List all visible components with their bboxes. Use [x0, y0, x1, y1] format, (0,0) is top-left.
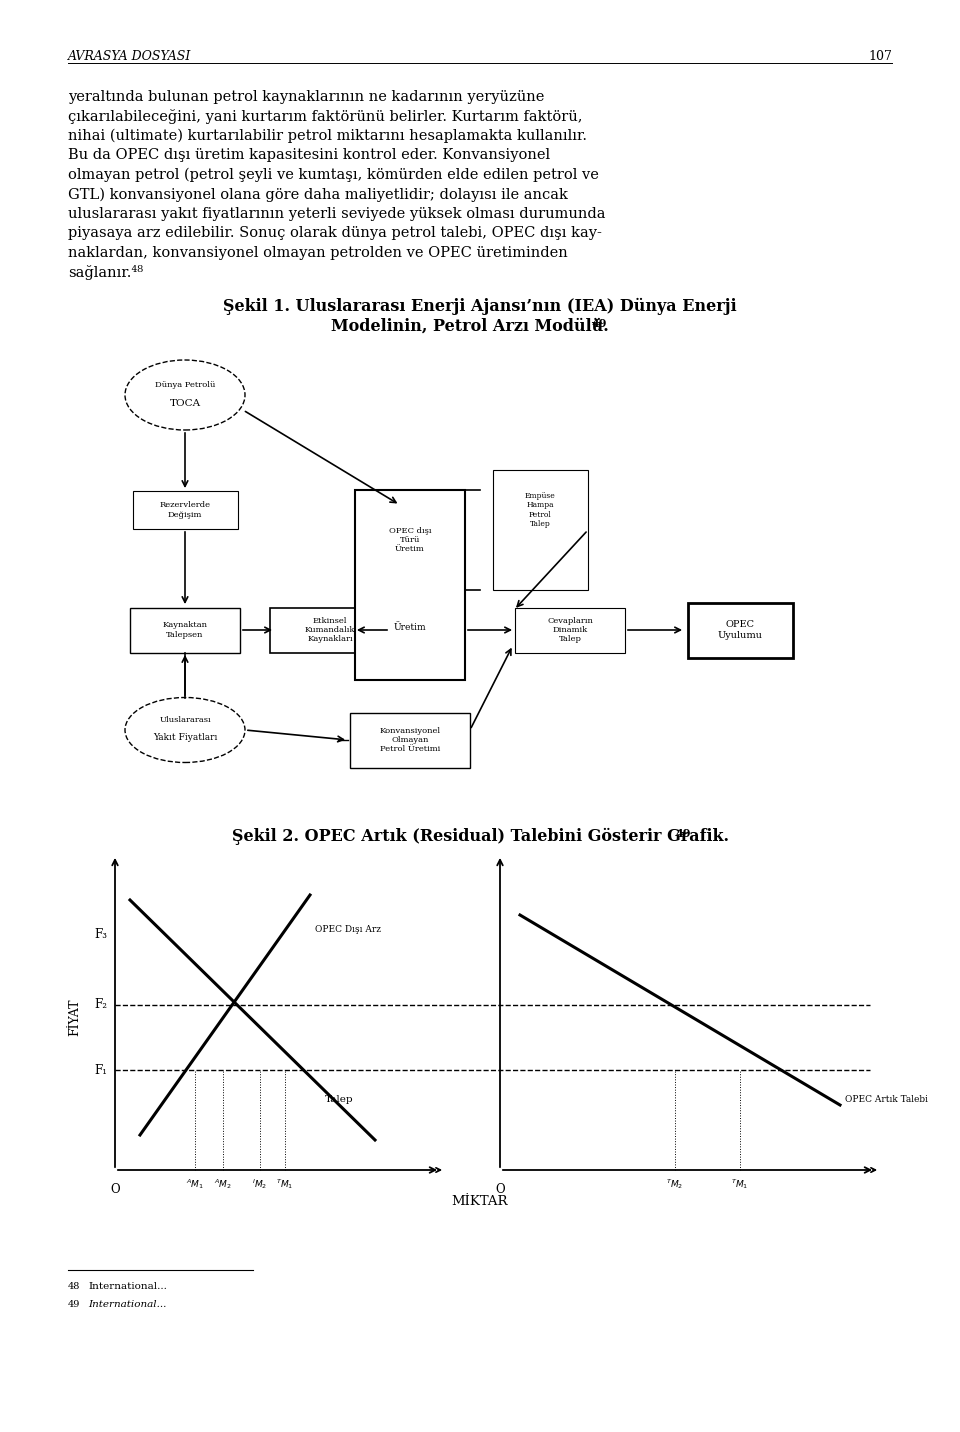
Text: Şekil 2. OPEC Artık (Residual) Talebini Gösterir Grafik.: Şekil 2. OPEC Artık (Residual) Talebini …: [231, 828, 729, 845]
Text: GTL) konvansiyonel olana göre daha maliyetlidir; dolayısı ile ancak: GTL) konvansiyonel olana göre daha maliy…: [68, 188, 568, 202]
Text: Yakıt Fiyatları: Yakıt Fiyatları: [153, 733, 217, 743]
Text: $^AM_1$: $^AM_1$: [186, 1177, 204, 1191]
Text: 49: 49: [675, 828, 690, 839]
Bar: [355, 490, 465, 680]
Text: $^TM_2$: $^TM_2$: [666, 1177, 684, 1191]
Text: Talep: Talep: [325, 1095, 353, 1104]
Text: Cevapların
Dinamik
Talep: Cevapların Dinamik Talep: [547, 617, 593, 643]
Bar: [515, 607, 625, 653]
Bar: [687, 603, 793, 657]
Text: $^IM_2$: $^IM_2$: [252, 1177, 268, 1191]
Text: Rezervlerde
Değişim: Rezervlerde Değişim: [159, 501, 210, 518]
Text: Konvansiyonel
Olmayan
Petrol Üretimi: Konvansiyonel Olmayan Petrol Üretimi: [379, 727, 441, 753]
Text: MİKTAR: MİKTAR: [452, 1194, 508, 1209]
Text: 107: 107: [868, 50, 892, 63]
Text: 49: 49: [68, 1300, 81, 1309]
Text: TOCA: TOCA: [169, 398, 201, 408]
Text: olmayan petrol (petrol şeyli ve kumtaşı, kömürden elde edilen petrol ve: olmayan petrol (petrol şeyli ve kumtaşı,…: [68, 168, 599, 182]
Text: F₃: F₃: [94, 928, 107, 941]
Text: Üretim: Üretim: [394, 623, 426, 633]
Text: AVRASYA DOSYASI: AVRASYA DOSYASI: [68, 50, 191, 63]
Text: 49: 49: [592, 318, 608, 329]
Text: F₁: F₁: [94, 1064, 107, 1077]
Text: 48: 48: [68, 1282, 81, 1292]
Text: OPEC Artık Talebi: OPEC Artık Talebi: [845, 1095, 928, 1104]
Text: International...: International...: [88, 1282, 167, 1292]
Bar: [492, 470, 588, 590]
Text: Bu da OPEC dışı üretim kapasitesini kontrol eder. Konvansiyonel: Bu da OPEC dışı üretim kapasitesini kont…: [68, 149, 550, 162]
Text: FİYAT: FİYAT: [68, 998, 82, 1035]
Text: yeraltında bulunan petrol kaynaklarının ne kadarının yeryüzüne: yeraltında bulunan petrol kaynaklarının …: [68, 90, 544, 105]
Text: nihai (ultimate) kurtarılabilir petrol miktarını hesaplamakta kullanılır.: nihai (ultimate) kurtarılabilir petrol m…: [68, 129, 587, 143]
Text: Modelinin, Petrol Arzı Modülü.: Modelinin, Petrol Arzı Modülü.: [331, 318, 609, 335]
Text: naklardan, konvansiyonel olmayan petrolden ve OPEC üretiminden: naklardan, konvansiyonel olmayan petrold…: [68, 246, 567, 261]
Bar: [130, 607, 240, 653]
Text: OPEC Dışı Arz: OPEC Dışı Arz: [315, 925, 381, 934]
Bar: [270, 607, 390, 653]
Text: Kaynaktan
Talepsen: Kaynaktan Talepsen: [162, 621, 207, 639]
Text: uluslararası yakıt fiyatlarının yeterli seviyede yüksek olması durumunda: uluslararası yakıt fiyatlarının yeterli …: [68, 208, 606, 221]
Bar: [132, 491, 237, 528]
Text: çıkarılabileceğini, yani kurtarım faktörünü belirler. Kurtarım faktörü,: çıkarılabileceğini, yani kurtarım faktör…: [68, 109, 583, 125]
Text: Dünya Petrolü: Dünya Petrolü: [155, 381, 215, 390]
Bar: [350, 713, 470, 768]
Text: O: O: [495, 1183, 505, 1196]
Text: $^TM_1$: $^TM_1$: [732, 1177, 749, 1191]
Text: piyasaya arz edilebilir. Sonuç olarak dünya petrol talebi, OPEC dışı kay-: piyasaya arz edilebilir. Sonuç olarak dü…: [68, 226, 602, 241]
Text: O: O: [110, 1183, 120, 1196]
Text: F₂: F₂: [94, 998, 107, 1011]
Text: OPEC
Uyulumu: OPEC Uyulumu: [717, 620, 762, 640]
Text: Empüse
Hampa
Petrol
Talep: Empüse Hampa Petrol Talep: [524, 493, 556, 528]
Text: OPEC dışı
Türü
Üretim: OPEC dışı Türü Üretim: [389, 527, 431, 553]
Text: $^AM_2$: $^AM_2$: [214, 1177, 232, 1191]
Text: $^TM_1$: $^TM_1$: [276, 1177, 294, 1191]
Text: International...: International...: [88, 1300, 166, 1309]
Text: sağlanır.⁴⁸: sağlanır.⁴⁸: [68, 265, 143, 281]
Text: Şekil 1. Uluslararası Enerji Ajansı’nın (IEA) Dünya Enerji: Şekil 1. Uluslararası Enerji Ajansı’nın …: [223, 298, 737, 315]
Text: Uluslararası: Uluslararası: [159, 716, 211, 725]
Text: Etkinsel
Kumandalık
Kaynakları: Etkinsel Kumandalık Kaynakları: [304, 617, 355, 643]
